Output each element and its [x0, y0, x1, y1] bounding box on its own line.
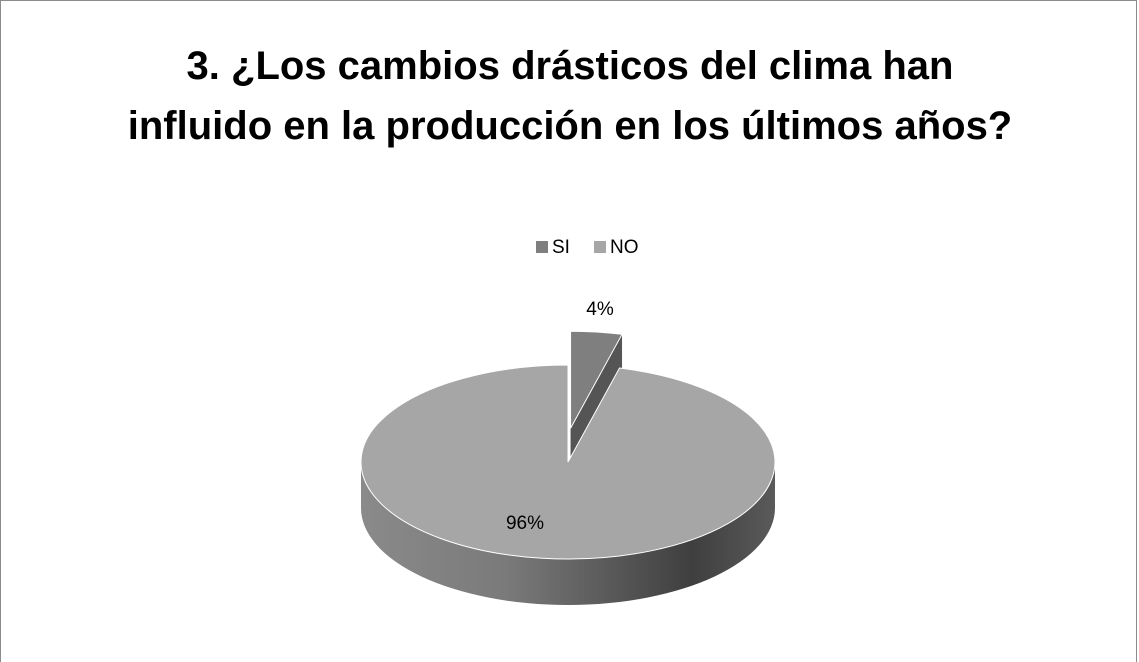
slice [570, 330, 623, 429]
legend-label: NO [610, 237, 639, 258]
legend-swatch [594, 241, 606, 253]
data-label: 96% [506, 513, 544, 534]
legend-label: SI [552, 237, 570, 258]
slice [360, 364, 776, 560]
data-label: 4% [586, 299, 614, 320]
chart-title: 3. ¿Los cambios drásticos del clima han … [127, 44, 1013, 148]
legend-swatch [536, 241, 548, 253]
slice-side [361, 462, 775, 605]
